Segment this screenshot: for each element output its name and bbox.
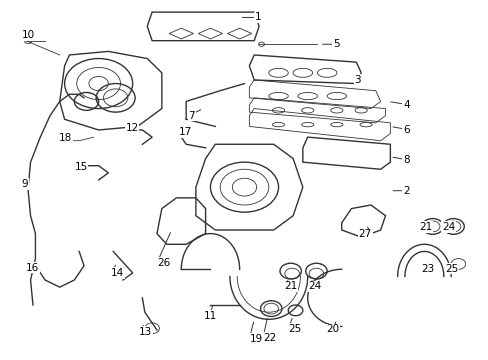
Text: 16: 16: [26, 262, 39, 273]
Text: 26: 26: [157, 258, 170, 268]
Text: 1: 1: [254, 13, 261, 22]
Text: 11: 11: [203, 311, 217, 321]
Text: 18: 18: [59, 133, 72, 143]
Text: 25: 25: [287, 324, 301, 334]
Text: 10: 10: [22, 30, 35, 40]
Text: 5: 5: [332, 39, 339, 49]
Text: 12: 12: [125, 123, 138, 133]
Text: 9: 9: [22, 179, 28, 189]
Text: 2: 2: [403, 186, 409, 196]
Text: 23: 23: [421, 264, 434, 274]
Text: 6: 6: [403, 125, 409, 135]
Text: 13: 13: [139, 327, 152, 337]
Text: 24: 24: [441, 222, 454, 232]
Text: 19: 19: [249, 334, 262, 344]
Text: 14: 14: [111, 268, 124, 278]
Text: 17: 17: [179, 127, 192, 138]
Text: 21: 21: [284, 282, 297, 292]
Text: 21: 21: [418, 222, 431, 232]
Text: 27: 27: [358, 229, 371, 239]
Text: 7: 7: [188, 111, 195, 121]
Text: 15: 15: [74, 162, 87, 172]
Text: 20: 20: [326, 324, 339, 334]
Text: 4: 4: [403, 100, 409, 110]
Text: 24: 24: [308, 282, 321, 292]
Text: 25: 25: [445, 264, 458, 274]
Text: 8: 8: [403, 156, 409, 165]
Text: 22: 22: [263, 333, 276, 343]
Text: 3: 3: [354, 75, 361, 85]
